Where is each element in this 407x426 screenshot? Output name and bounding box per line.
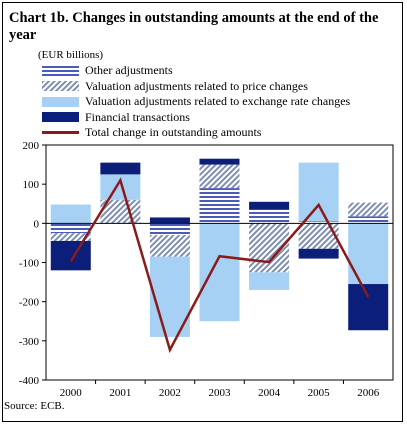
legend-label-total: Total change in outstanding amounts [85,125,262,140]
legend-item-ft: Financial transactions [42,110,392,126]
bar-ft-2000 [50,240,91,271]
legend-item-other: Other adjustments [42,63,392,79]
legend-item-fx: Valuation adjustments related to exchang… [42,94,392,110]
bar-fx-2003 [199,223,240,322]
bar-ft-2005 [298,248,339,259]
legend-swatch-fx [42,96,79,107]
x-tick-label-2002: 2002 [159,387,181,399]
bar-ft-2006 [348,284,389,331]
y-tick-label: -300 [19,336,40,348]
bar-other-2000 [50,223,91,234]
x-tick-label-2000: 2000 [60,387,83,399]
legend-swatch-ft [42,112,79,123]
legend-item-total: Total change in outstanding amounts [42,125,392,141]
y-tick-label: 200 [23,140,40,152]
bar-fx-2000 [50,204,91,224]
y-tick-label: 0 [34,218,40,230]
bar-fx-2006 [348,223,389,285]
bar-price-2003 [199,164,240,189]
unit-label: (EUR billions) [38,49,104,61]
bar-other-2006 [348,216,389,224]
x-tick-label-2004: 2004 [258,387,281,399]
legend-item-price: Valuation adjustments related to price c… [42,79,392,95]
chart-title: Chart 1b. Changes in outstanding amounts… [9,10,379,43]
bar-price-2000 [50,233,91,241]
x-tick-label-2005: 2005 [308,387,331,399]
bar-fx-2005 [298,162,339,222]
y-tick-label: 100 [23,179,40,191]
bar-price-2002 [149,235,190,257]
bar-ft-2003 [199,158,240,165]
legend-swatch-price [42,81,79,92]
legend-label-price: Valuation adjustments related to price c… [85,78,308,93]
bar-ft-2002 [149,217,190,224]
y-tick-label: -400 [19,375,40,387]
bar-other-2004 [249,209,290,224]
bar-other-2003 [199,188,240,224]
legend-label-fx: Valuation adjustments related to exchang… [85,94,351,109]
y-tick-label: -100 [19,258,40,270]
legend-label-ft: Financial transactions [85,109,190,124]
bar-fx-2004 [249,272,290,290]
x-tick-label-2003: 2003 [209,387,232,399]
legend-swatch-other [42,65,79,76]
bar-price-2006 [348,202,389,217]
bar-ft-2001 [100,162,141,175]
source-note: Source: ECB. [4,400,65,412]
legend-label-other: Other adjustments [85,63,173,78]
x-tick-label-2006: 2006 [357,387,380,399]
bar-ft-2004 [249,201,290,210]
bar-other-2002 [149,223,190,236]
bar-other-2005 [298,221,339,224]
chart-legend: Other adjustments Valuation adjustments … [42,63,392,141]
y-tick-label: -200 [19,297,40,309]
legend-swatch-total [42,131,79,135]
bar-price-2005 [298,223,339,249]
x-tick-label-2001: 2001 [109,387,131,399]
